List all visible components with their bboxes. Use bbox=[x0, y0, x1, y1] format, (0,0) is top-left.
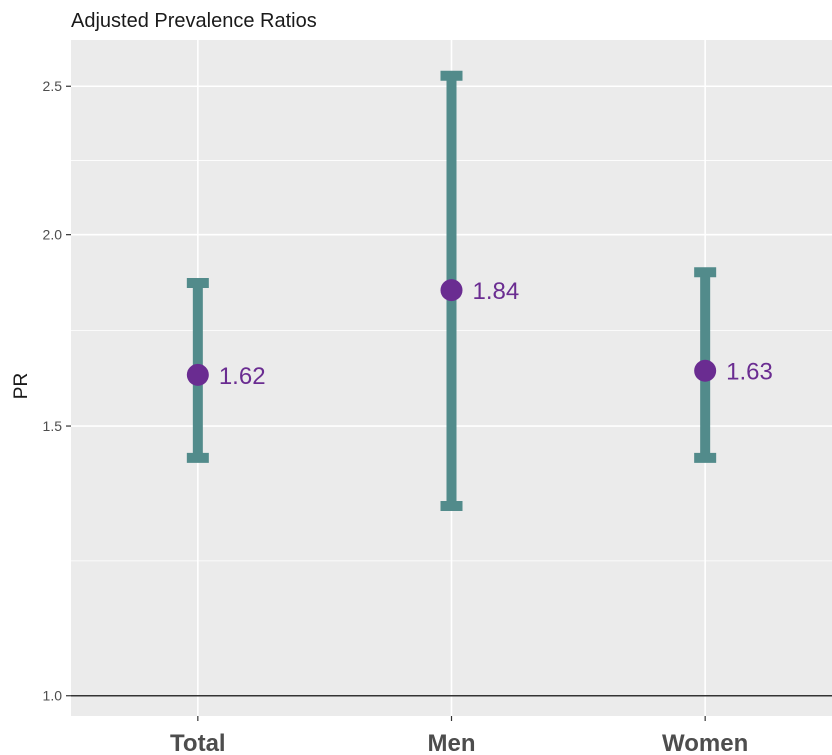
x-tick-label: Women bbox=[662, 730, 748, 755]
point-label: 1.62 bbox=[219, 363, 266, 390]
y-axis-ticks: 1.0 1.5 2.0 2.5 bbox=[43, 78, 71, 703]
y-tick-label: 1.0 bbox=[43, 688, 63, 704]
point-estimate bbox=[441, 279, 463, 301]
point-label: 1.63 bbox=[726, 359, 773, 386]
y-tick-label: 2.5 bbox=[43, 78, 63, 94]
x-axis-ticks: Total Men Women bbox=[170, 716, 748, 755]
x-tick-label: Men bbox=[428, 730, 476, 755]
x-tick-label: Total bbox=[170, 730, 226, 755]
y-tick-label: 1.5 bbox=[43, 418, 63, 434]
point-estimate bbox=[694, 360, 716, 382]
point-label: 1.84 bbox=[473, 278, 520, 305]
y-tick-label: 2.0 bbox=[43, 227, 63, 243]
point-estimate bbox=[187, 364, 209, 386]
